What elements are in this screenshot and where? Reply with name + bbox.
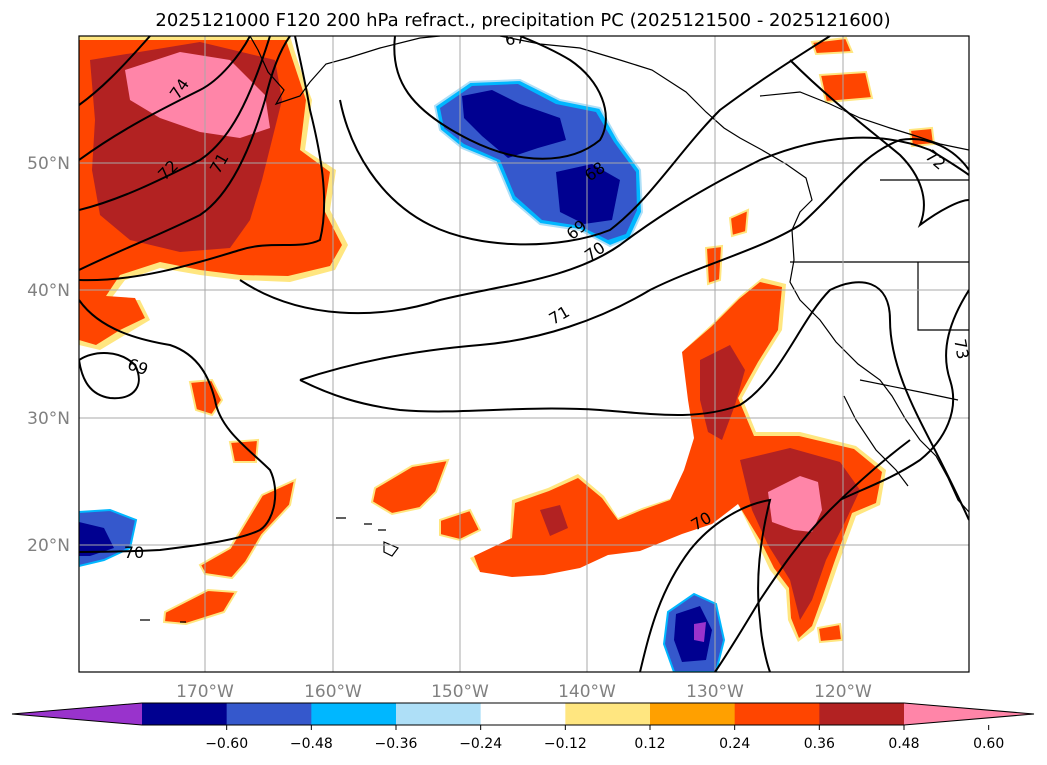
lon-label: 150°W <box>431 682 489 702</box>
map-title: 2025121000 F120 200 hPa refract., precip… <box>155 10 890 31</box>
colorbar-cell <box>819 703 905 725</box>
colorbar-tick-label: −0.60 <box>205 736 248 752</box>
colorbar-cell <box>226 703 312 725</box>
colorbar-tick-label: 0.12 <box>634 736 665 752</box>
colorbar-extend-low <box>12 703 142 725</box>
lon-label: 170°W <box>176 682 234 702</box>
lon-label: 140°W <box>558 682 616 702</box>
refractivity-contours <box>79 36 969 672</box>
colorbar-cell <box>480 703 566 725</box>
colorbar-tick-label: 0.24 <box>719 736 750 752</box>
colorbar-cell <box>142 703 228 725</box>
colorbar-tick-label: −0.36 <box>375 736 418 752</box>
colorbar-tick-label: −0.48 <box>290 736 333 752</box>
lat-label: 20°N <box>27 536 70 556</box>
lon-label: 130°W <box>686 682 744 702</box>
longitude-labels: 170°W 160°W 150°W 140°W 130°W 120°W <box>176 682 872 702</box>
colorbar-tick-label: −0.24 <box>459 736 502 752</box>
map-frame <box>78 35 970 673</box>
colorbar-cell <box>311 703 397 725</box>
latitude-labels: 50°N 40°N 30°N 20°N <box>27 154 70 556</box>
colorbar-outline <box>11 702 1035 726</box>
colorbar-cell <box>396 703 482 725</box>
gridlines <box>79 36 969 672</box>
colorbar-tick-label: 0.36 <box>804 736 835 752</box>
lon-label: 120°W <box>814 682 872 702</box>
contour-label: 70 <box>124 543 144 562</box>
colorbar-tick-label: 0.60 <box>973 736 1004 752</box>
lat-label: 30°N <box>27 409 70 429</box>
contour-label: 73 <box>950 337 972 360</box>
lat-label: 40°N <box>27 281 70 301</box>
map-panel: 67 68 69 69 70 70 70 71 71 72 72 73 74 <box>79 28 972 672</box>
lon-label: 160°W <box>304 682 362 702</box>
colorbar-extend-high <box>904 703 1034 725</box>
contour-label: 67 <box>504 28 527 50</box>
colorbar-cell <box>650 703 736 725</box>
colorbar-tick-label: 0.48 <box>888 736 919 752</box>
colorbar-tick-label: −0.12 <box>544 736 587 752</box>
lat-label: 50°N <box>27 154 70 174</box>
precip-anomaly-nw-pacific <box>79 36 348 350</box>
colorbar-cell <box>565 703 651 725</box>
colorbar: −0.60 −0.48 −0.36 −0.24 −0.12 0.12 0.24 0.36 0.4… <box>11 702 1035 752</box>
colorbar-cell <box>734 703 820 725</box>
